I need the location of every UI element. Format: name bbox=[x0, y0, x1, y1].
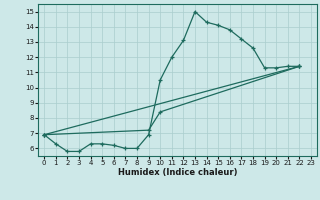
X-axis label: Humidex (Indice chaleur): Humidex (Indice chaleur) bbox=[118, 168, 237, 177]
